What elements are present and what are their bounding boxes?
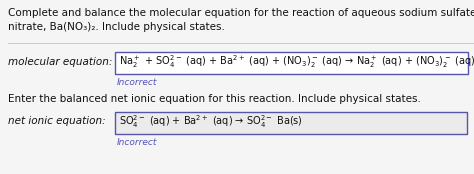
Text: net ionic equation:: net ionic equation: — [8, 116, 106, 126]
Text: $\mathregular{SO_4^{2-}}$ (aq) + $\mathregular{Ba^{2+}}$ (aq) → $\mathregular{SO: $\mathregular{SO_4^{2-}}$ (aq) + $\mathr… — [119, 114, 303, 130]
Text: Incorrect: Incorrect — [117, 138, 157, 147]
Bar — [115, 52, 468, 74]
Text: nitrate, Ba(NO₃)₂. Include physical states.: nitrate, Ba(NO₃)₂. Include physical stat… — [8, 22, 225, 32]
Bar — [115, 112, 467, 134]
Text: $\mathregular{Na_2^+}$ + $\mathregular{SO_4^{2-}}$ (aq) + $\mathregular{Ba^{2+}}: $\mathregular{Na_2^+}$ + $\mathregular{S… — [119, 54, 474, 70]
Text: molecular equation:: molecular equation: — [8, 57, 112, 67]
Text: Enter the balanced net ionic equation for this reaction. Include physical states: Enter the balanced net ionic equation fo… — [8, 94, 421, 104]
Text: Complete and balance the molecular equation for the reaction of aqueous sodium s: Complete and balance the molecular equat… — [8, 8, 474, 18]
Text: Incorrect: Incorrect — [117, 78, 157, 87]
